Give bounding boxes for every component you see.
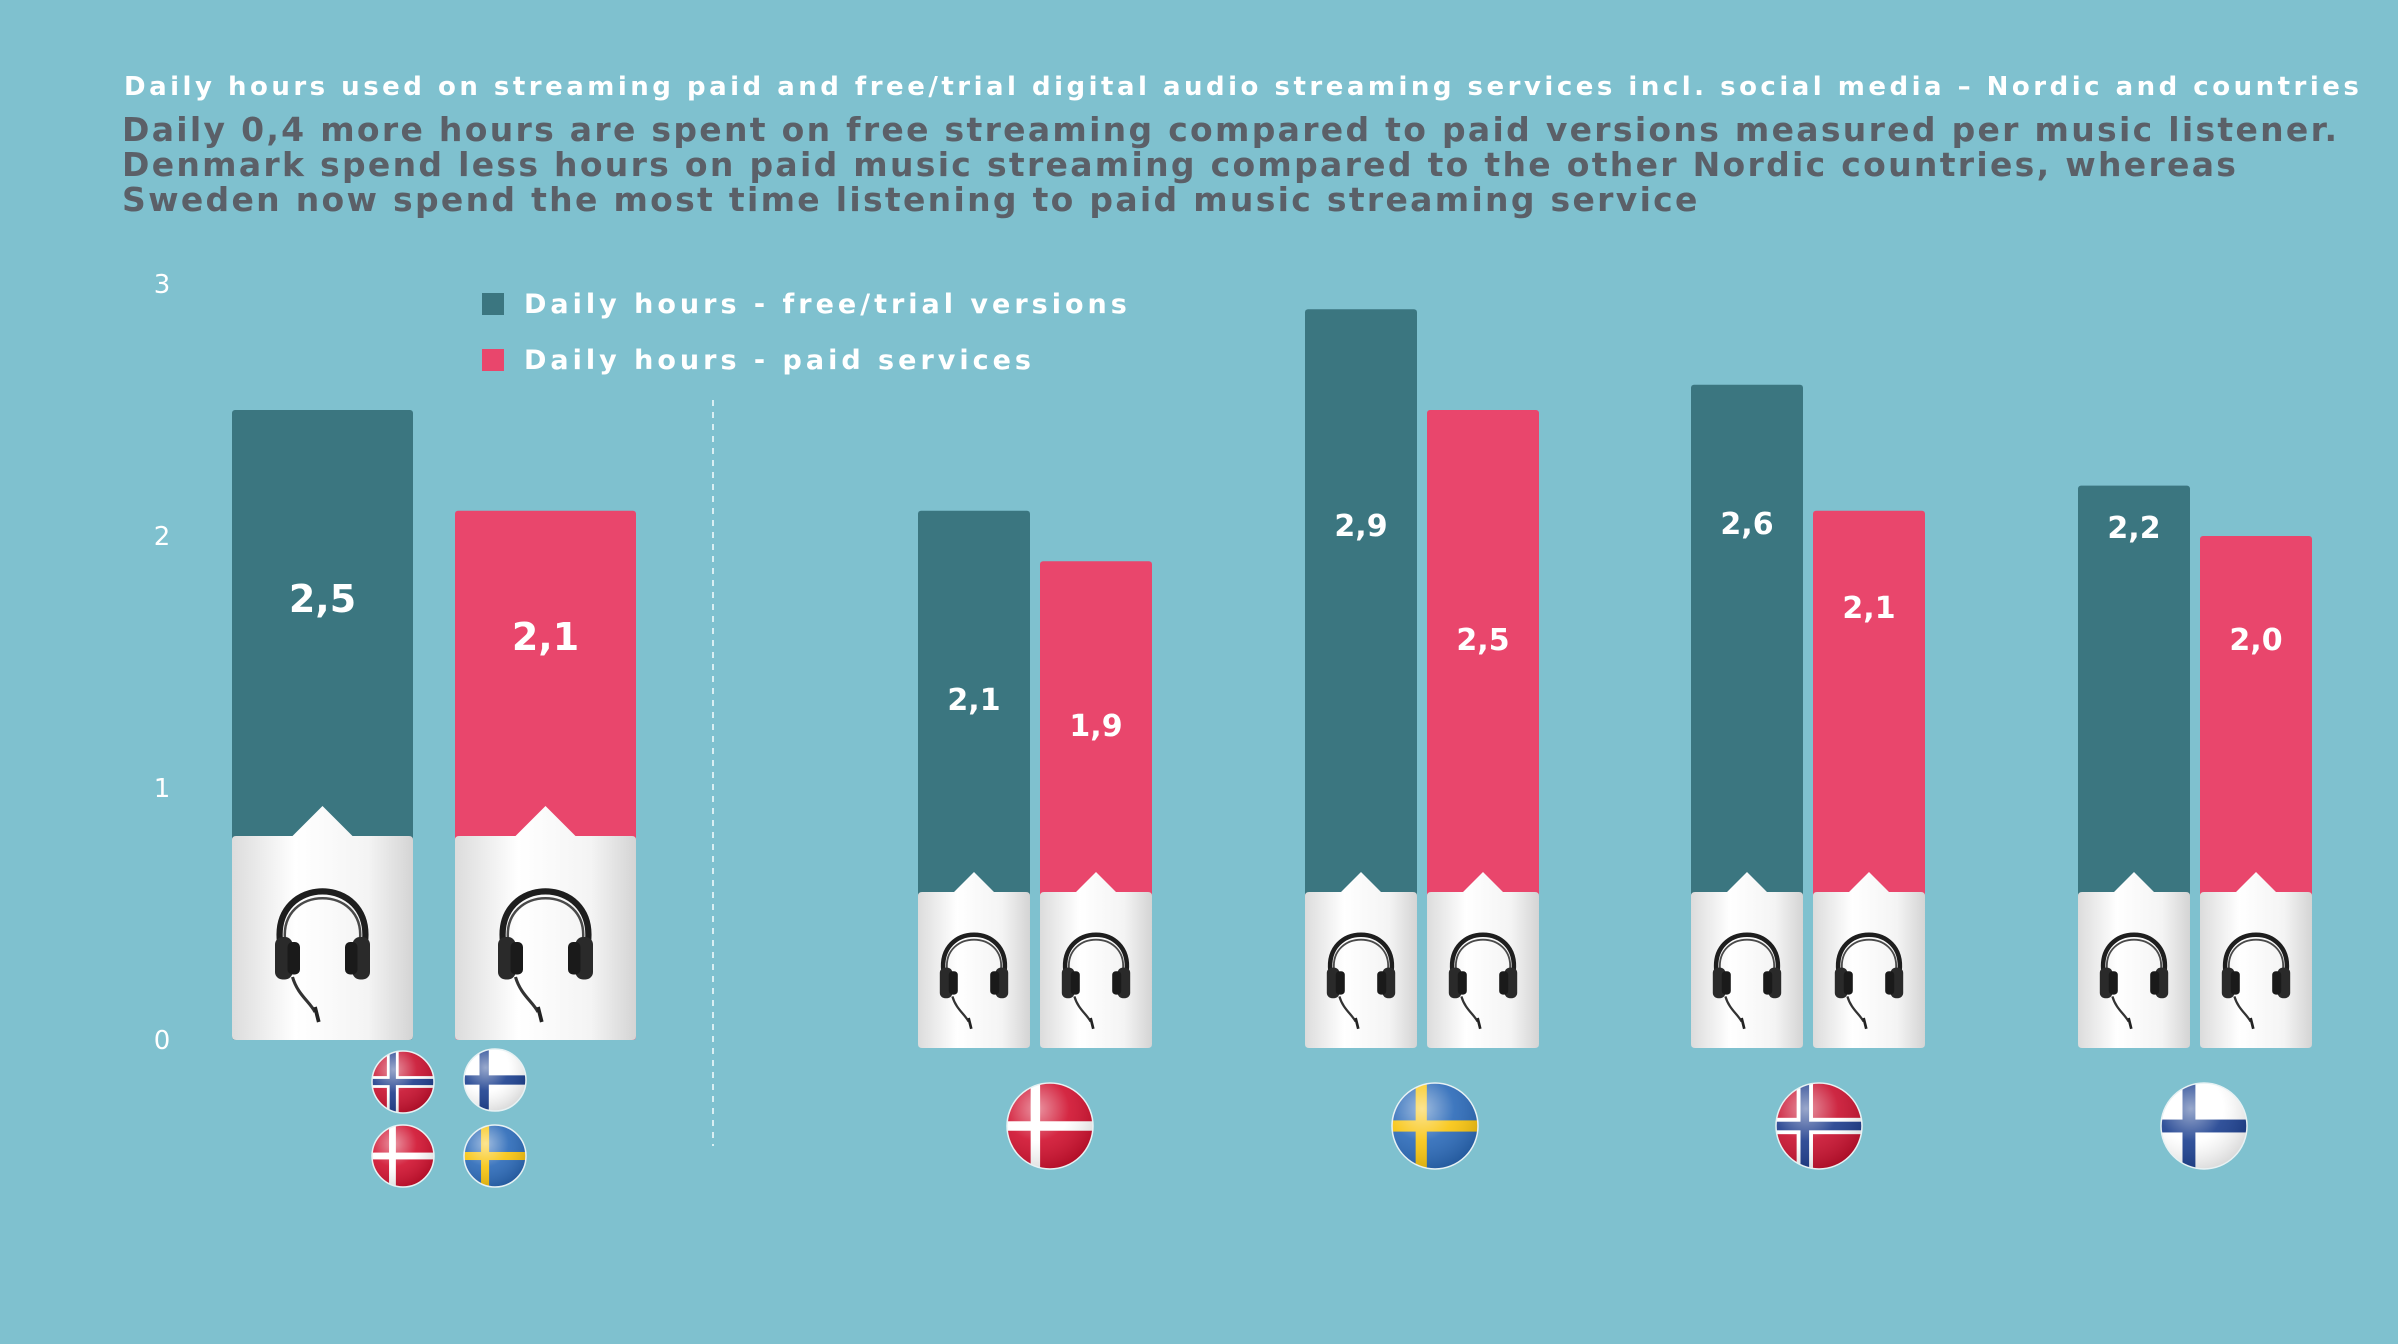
bar-rect [1813,510,1925,922]
bar-value-label: 2,0 [2229,623,2282,658]
legend-label-paid: Daily hours - paid services [524,344,1035,376]
denmark-flag-icon [371,1124,435,1188]
headphones-icon [2221,932,2291,1030]
headphone-card [1305,872,1417,1048]
bar-denmark-free: 2,1 [918,510,1030,1048]
bars: 2,5 2,1 2,1 1,9 2,9 2,5 2,6 2,1 2,2 2,0 [232,309,2312,1048]
y-tick-label: 0 [154,1026,171,1056]
chart-subtitle: Daily 0,4 more hours are spent on free s… [122,110,2340,219]
legend-item-free: Daily hours - free/trial versions [482,276,1131,332]
y-tick-label: 3 [154,270,171,300]
denmark-flag-icon [1006,1082,1094,1170]
bar-value-label: 2,5 [289,577,356,621]
headphone-card [1040,872,1152,1048]
headphone-card [1813,872,1925,1048]
y-tick-label: 2 [154,522,171,552]
legend-swatch-free [482,293,504,315]
bar-finland-paid: 2,0 [2200,536,2312,1048]
headphones-icon [1061,932,1131,1030]
bar-value-label: 2,1 [1842,591,1895,626]
bar-value-label: 2,6 [1720,507,1773,542]
bar-norway-free: 2,6 [1691,384,1803,1048]
bar-rect [2078,485,2190,922]
headphones-icon [275,888,370,1023]
bar-rect [918,510,1030,922]
headphone-card [1427,872,1539,1048]
legend-swatch-paid [482,349,504,371]
bar-rect [1305,309,1417,922]
bar-denmark-paid: 1,9 [1040,561,1152,1048]
headphone-card [232,806,413,1040]
bar-rect [1040,561,1152,922]
y-tick-label: 1 [154,774,171,804]
bar-value-label: 2,1 [512,615,579,659]
headphones-icon [1326,932,1396,1030]
bar-finland-free: 2,2 [2078,485,2190,1048]
bar-nordic-free: 2,5 [232,410,413,1040]
finland-flag-icon [463,1048,527,1112]
sweden-flag-icon [463,1124,527,1188]
headphone-card [918,872,1030,1048]
bar-nordic-paid: 2,1 [455,510,636,1040]
headphones-icon [498,888,593,1023]
legend: Daily hours - free/trial versions Daily … [482,276,1131,388]
y-axis: 0 1 2 3 [154,270,171,1056]
headphone-card [1691,872,1803,1048]
legend-label-free: Daily hours - free/trial versions [524,288,1131,320]
headphone-card [455,806,636,1040]
bar-value-label: 2,9 [1334,509,1387,544]
norway-flag-icon [1775,1082,1863,1170]
headphone-card [2078,872,2190,1048]
bar-rect [1691,384,1803,922]
bar-value-label: 2,5 [1456,623,1509,658]
headphones-icon [1448,932,1518,1030]
country-flags [371,1048,2248,1188]
bar-norway-paid: 2,1 [1813,510,1925,1048]
chart-title: Daily hours used on streaming paid and f… [124,72,2363,102]
headphones-icon [2099,932,2169,1030]
legend-item-paid: Daily hours - paid services [482,332,1131,388]
bar-value-label: 2,2 [2107,511,2160,546]
bar-rect [1427,410,1539,940]
finland-flag-icon [2160,1082,2248,1170]
bar-sweden-paid: 2,5 [1427,410,1539,1048]
bar-rect [2200,536,2312,922]
headphones-icon [1712,932,1782,1030]
headphones-icon [939,932,1009,1030]
norway-flag-icon [371,1050,435,1114]
bar-sweden-free: 2,9 [1305,309,1417,1048]
bar-value-label: 2,1 [947,683,1000,718]
bar-value-label: 1,9 [1069,709,1122,744]
headphones-icon [1834,932,1904,1030]
sweden-flag-icon [1391,1082,1479,1170]
headphone-card [2200,872,2312,1048]
